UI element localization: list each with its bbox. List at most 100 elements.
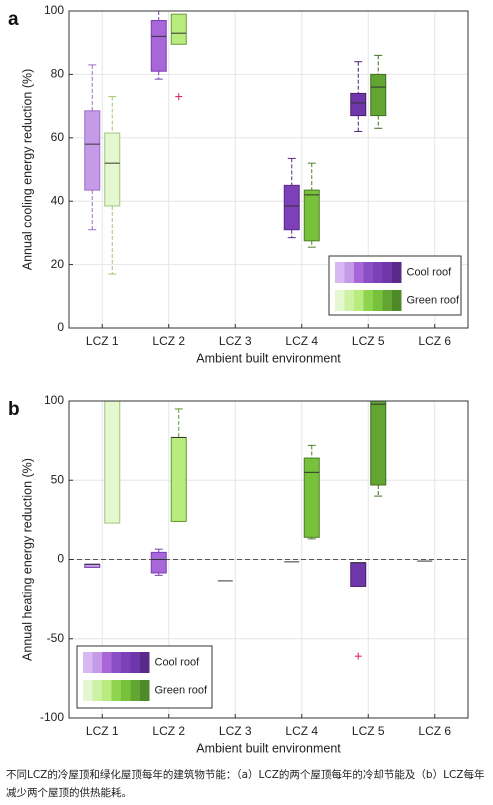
y-tick-label: 0 — [57, 320, 64, 334]
outlier-marker — [175, 93, 183, 101]
box-green-roof-lcz-2 — [170, 408, 187, 522]
legend-label: Green roof — [155, 684, 209, 696]
box-green-roof-lcz-1 — [104, 96, 121, 275]
legend-swatch-cool-roof — [121, 652, 131, 673]
legend-swatch-cool-roof — [354, 262, 364, 283]
box-green-roof-lcz-5 — [370, 400, 387, 497]
box-cool-roof-lcz-2 — [150, 10, 167, 80]
legend-swatch-cool-roof — [111, 652, 121, 673]
y-tick-label: 40 — [51, 193, 65, 207]
x-tick-label: LCZ 6 — [418, 724, 451, 738]
legend-swatch-green-roof — [363, 290, 373, 311]
legend-swatch-green-roof — [102, 680, 112, 701]
legend-swatch-green-roof — [344, 290, 354, 311]
x-tick-label: LCZ 6 — [418, 334, 451, 348]
legend-swatch-cool-roof — [382, 262, 392, 283]
x-axis-label: Ambient built environment — [196, 741, 341, 755]
box-body — [370, 73, 387, 117]
legend-swatch-green-roof — [92, 680, 102, 701]
box-cool-roof-lcz-4 — [283, 157, 300, 239]
box-body — [350, 562, 367, 587]
box-body — [84, 110, 101, 191]
legend-label: Green roof — [407, 294, 461, 306]
y-tick-label: 60 — [51, 130, 65, 144]
legend-swatch-cool-roof — [83, 652, 93, 673]
y-tick-label: 100 — [44, 393, 64, 407]
y-tick-label: 0 — [57, 552, 64, 566]
legend-swatch-green-roof — [140, 680, 150, 701]
legend-label: Cool roof — [155, 656, 201, 668]
box-body — [150, 20, 167, 72]
x-tick-label: LCZ 4 — [285, 334, 318, 348]
box-cool-roof-lcz-1 — [84, 563, 101, 568]
legend-swatch-cool-roof — [130, 652, 140, 673]
box-body — [104, 132, 121, 207]
legend-swatch-cool-roof — [102, 652, 112, 673]
box-green-roof-lcz-4 — [303, 444, 320, 540]
x-axis-label: Ambient built environment — [196, 351, 341, 365]
legend-swatch-cool-roof — [92, 652, 102, 673]
box-body — [370, 400, 387, 486]
legend-swatch-cool-roof — [335, 262, 345, 283]
panel-a: a 0 20 40 60 80 100 LCZ 1 LCZ 2 LCZ 3 LCZ 4 LCZ 5 LC… — [8, 3, 469, 365]
box-body — [104, 400, 121, 524]
x-tick-label: LCZ 5 — [352, 724, 385, 738]
legend-label: Cool roof — [407, 266, 453, 278]
box-cool-roof-lcz-5 — [350, 562, 367, 660]
box-cool-roof-lcz-1 — [84, 64, 101, 231]
x-tick-label: LCZ 1 — [86, 334, 119, 348]
box-body — [303, 457, 320, 538]
y-axis-label: Annual cooling energy reduction (%) — [20, 69, 34, 271]
legend-swatch-green-roof — [83, 680, 93, 701]
legend-swatch-green-roof — [130, 680, 140, 701]
x-tick-label: LCZ 4 — [285, 724, 318, 738]
legend-swatch-green-roof — [335, 290, 345, 311]
legend-swatch-green-roof — [392, 290, 402, 311]
x-tick-label: LCZ 5 — [352, 334, 385, 348]
outlier-marker — [354, 652, 362, 660]
box-green-roof-lcz-1 — [104, 400, 121, 524]
y-tick-label: 20 — [51, 257, 65, 271]
box-body — [170, 436, 187, 522]
box-body — [150, 551, 167, 574]
y-tick-label: 50 — [51, 472, 65, 486]
box-green-roof-lcz-4 — [303, 162, 320, 248]
y-tick-label: -100 — [40, 710, 64, 724]
legend-swatch-cool-roof — [373, 262, 383, 283]
y-tick-label: -50 — [47, 631, 65, 645]
x-tick-label: LCZ 3 — [219, 724, 252, 738]
x-tick-label: LCZ 1 — [86, 724, 119, 738]
legend-swatch-green-roof — [373, 290, 383, 311]
y-tick-label: 80 — [51, 67, 65, 81]
legend: Cool roof Green roof — [328, 255, 462, 316]
panel-label: b — [8, 399, 20, 420]
legend-swatch-green-roof — [382, 290, 392, 311]
caption-line-1: 不同LCZ的冷屋顶和绿化屋顶每年的建筑物节能：（a）LCZ的两个屋顶每年的冷却节… — [6, 769, 485, 781]
legend-swatch-cool-roof — [363, 262, 373, 283]
legend-swatch-cool-roof — [392, 262, 402, 283]
box-green-roof-lcz-5 — [370, 54, 387, 129]
panel-label: a — [8, 9, 19, 30]
box-body — [170, 13, 187, 45]
legend-swatch-green-roof — [111, 680, 121, 701]
box-cool-roof-lcz-5 — [350, 61, 367, 132]
panel-b: b -100 -50 0 50 100 LCZ 1 LCZ 2 LCZ 3 LCZ 4 LCZ 5 L… — [8, 393, 469, 755]
x-tick-label: LCZ 2 — [152, 724, 185, 738]
x-tick-label: LCZ 2 — [152, 334, 185, 348]
box-body — [303, 189, 320, 242]
legend-swatch-cool-roof — [140, 652, 150, 673]
box-body — [283, 184, 300, 231]
caption-line-2: 减少两个屋顶的供热能耗。 — [6, 787, 132, 799]
y-tick-label: 100 — [44, 3, 64, 17]
y-axis-label: Annual heating energy reduction (%) — [20, 458, 34, 661]
box-green-roof-lcz-2 — [170, 13, 187, 101]
figure-caption: 不同LCZ的冷屋顶和绿化屋顶每年的建筑物节能：（a）LCZ的两个屋顶每年的冷却节… — [6, 766, 488, 802]
legend-swatch-green-roof — [354, 290, 364, 311]
legend: Cool roof Green roof — [76, 645, 213, 709]
box-cool-roof-lcz-2 — [150, 548, 167, 576]
axes-frame — [68, 10, 469, 329]
box-body — [350, 92, 367, 117]
x-tick-label: LCZ 3 — [219, 334, 252, 348]
legend-swatch-green-roof — [121, 680, 131, 701]
